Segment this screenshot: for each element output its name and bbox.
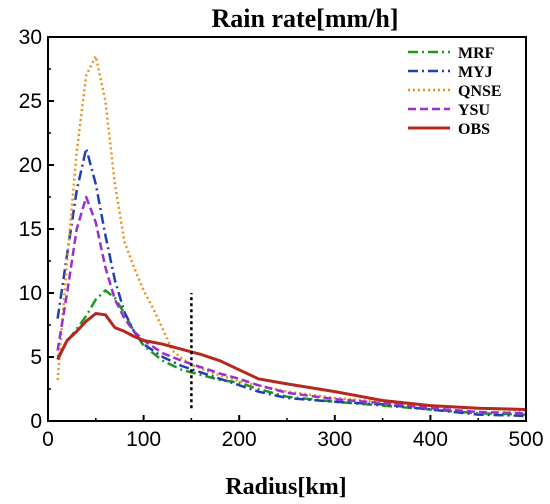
plot-frame [47, 36, 527, 422]
x-axis-label: Radius[km] [225, 474, 346, 500]
legend-label-myj: MYJ [458, 64, 493, 81]
x-tick-label: 100 [126, 428, 161, 451]
x-tick-label: 200 [222, 428, 257, 451]
y-tick-label: 5 [30, 346, 42, 369]
series-line-qnse [56, 54, 527, 413]
legend: MRF MYJ QNSE YSU OBS [408, 45, 502, 138]
series-line-myj [56, 147, 527, 418]
x-tick-label: 400 [413, 428, 448, 451]
y-tick-label: 30 [19, 26, 42, 49]
chart-title: Rain rate[mm/h] [211, 4, 398, 33]
series-line-mrf [56, 289, 527, 416]
x-tick-label: 0 [42, 428, 54, 451]
plot-area [56, 54, 527, 418]
y-tick-label: 10 [19, 282, 42, 305]
y-tick-label: 20 [19, 154, 42, 177]
y-tick-label: 15 [19, 218, 42, 241]
axes: 0 100 200 300 400 500 0 5 10 15 20 25 30 [19, 26, 544, 451]
y-tick-label: 25 [19, 90, 42, 113]
legend-label-mrf: MRF [458, 45, 495, 62]
series-line-ysu [56, 195, 527, 415]
x-tick-label: 500 [508, 428, 543, 451]
legend-label-qnse: QNSE [458, 83, 502, 100]
y-tick-label: 0 [30, 410, 42, 433]
series-line-obs [56, 312, 527, 411]
legend-label-ysu: YSU [458, 102, 490, 119]
legend-label-obs: OBS [458, 121, 490, 138]
x-tick-label: 300 [317, 428, 352, 451]
